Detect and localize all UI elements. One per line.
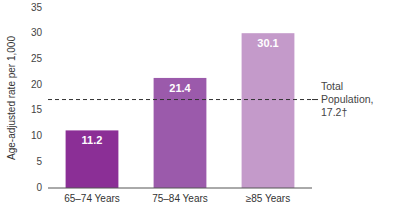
y-tick-label: 25 — [31, 53, 43, 64]
bar — [66, 130, 119, 188]
annotation-line: Population, — [321, 92, 374, 104]
chart-container: 0 5 10 15 20 25 30 35 Age-adjusted rate per 1,00… — [0, 0, 400, 216]
chart-svg: 0 5 10 15 20 25 30 35 Age-adjusted rate per 1,00… — [0, 0, 400, 216]
y-tick-label: 20 — [31, 79, 43, 90]
annotation-line: 17.2† — [321, 105, 347, 117]
data-labels: 11.2 21.4 30.1 — [82, 37, 279, 146]
y-axis-label: Age-adjusted rate per 1,000 — [6, 36, 17, 160]
y-tick-label: 10 — [31, 130, 43, 141]
annotation: TotalPopulation,17.2† — [321, 79, 374, 117]
y-tick-label: 30 — [31, 27, 43, 38]
bar — [242, 33, 295, 188]
bar — [154, 78, 207, 188]
x-tick-label: 75–84 Years — [152, 193, 208, 204]
bars — [66, 33, 295, 188]
data-label: 21.4 — [169, 82, 191, 94]
x-axis-line — [48, 188, 312, 189]
annotation-connector — [312, 99, 318, 100]
x-tick-label: ≥85 Years — [246, 193, 290, 204]
data-label: 11.2 — [82, 134, 103, 146]
y-tick-label: 15 — [31, 104, 43, 115]
y-tick-label: 5 — [36, 156, 42, 167]
x-tick-label: 65–74 Years — [64, 193, 120, 204]
reference-line — [48, 99, 312, 100]
data-label: 30.1 — [257, 37, 278, 49]
annotation-line: Total — [321, 79, 343, 91]
y-tick-label: 35 — [31, 2, 43, 13]
y-tick-label: 0 — [36, 182, 42, 193]
